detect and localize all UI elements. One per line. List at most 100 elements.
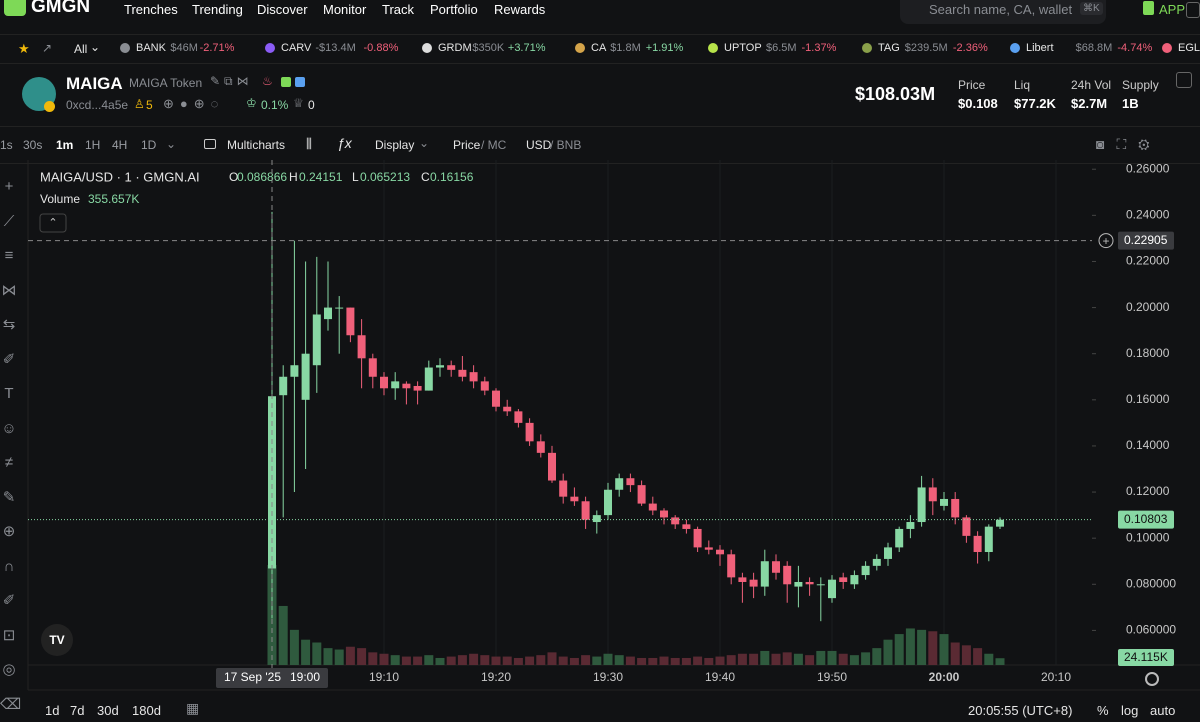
volume-bar	[413, 656, 423, 665]
candle-body	[940, 498, 948, 506]
candle-body	[648, 503, 657, 511]
crosshair-plus	[1098, 233, 1114, 249]
range[interactable]: 1d	[45, 703, 60, 718]
volume-bar	[558, 656, 568, 665]
volume-bar	[715, 656, 725, 665]
indicator-icon[interactable]: ƒx	[337, 135, 352, 151]
ticker-name[interactable]: GRDM	[438, 42, 472, 54]
interval[interactable]: 1m	[56, 138, 74, 152]
candle-body	[447, 365, 456, 370]
calendar-icon[interactable]: ▦	[186, 700, 200, 716]
menu-item[interactable]: Track	[382, 2, 415, 17]
social-icons[interactable]: ⊕●⊕◌	[163, 96, 225, 111]
mc-toggle[interactable]: / MC	[481, 138, 507, 152]
filter[interactable]: All	[74, 42, 88, 56]
volume-bar	[614, 655, 624, 665]
ticker-icon	[265, 43, 275, 53]
search-box[interactable]	[900, 0, 1106, 24]
interval[interactable]: 1s	[0, 138, 13, 152]
volume-title: Volume	[40, 192, 80, 206]
log-toggle[interactable]: log	[1121, 703, 1139, 718]
price-toggle[interactable]: Price	[453, 138, 481, 152]
candle-body	[514, 411, 523, 423]
candle-body	[828, 579, 836, 599]
interval[interactable]: 30s	[23, 138, 43, 152]
token-symbol: MAIGA	[66, 74, 123, 93]
chevron[interactable]: ⌄	[166, 137, 177, 151]
collapse-button[interactable]	[39, 213, 67, 233]
menu-item[interactable]: Trenches	[124, 2, 178, 17]
interval[interactable]: 4H	[112, 138, 128, 152]
menu-item[interactable]: Rewards	[494, 2, 546, 17]
menu-item[interactable]: Discover	[257, 2, 308, 17]
ticker-name[interactable]: CARV	[281, 42, 312, 54]
candle-body	[581, 501, 590, 520]
chart-icon[interactable]: ↗	[42, 41, 53, 55]
volume-bar	[961, 645, 971, 665]
candle-body	[895, 528, 904, 548]
ticker-name[interactable]: TAG	[878, 42, 900, 54]
tool-icons[interactable]: ◙⛶⚙	[1096, 136, 1162, 152]
range[interactable]: 7d	[70, 703, 85, 718]
last-volume-box	[1118, 649, 1174, 666]
ticker-name[interactable]: EGL1	[1178, 42, 1200, 54]
candle-body	[637, 485, 646, 504]
display[interactable]: Display	[375, 138, 415, 152]
ticker-name[interactable]: CA	[591, 42, 607, 54]
interval[interactable]: 1D	[141, 138, 157, 152]
candle-body	[917, 487, 926, 523]
ticker-name[interactable]: BANK	[136, 42, 166, 54]
usd-toggle[interactable]: USD	[526, 138, 552, 152]
volume-bar	[928, 631, 938, 665]
range[interactable]: 30d	[97, 703, 119, 718]
menu-item[interactable]: Portfolio	[430, 2, 478, 17]
volume-bar	[681, 657, 691, 665]
chevron: ⌄	[419, 136, 430, 150]
clock: 20:05:55 (UTC+8)	[968, 703, 1073, 718]
volume-bar	[345, 646, 355, 665]
token-percent: 0.1%	[261, 98, 289, 112]
interval[interactable]: 1H	[85, 138, 101, 152]
app-link[interactable]: APP	[1159, 2, 1186, 17]
star-icon[interactable]: ★	[18, 41, 30, 56]
hover-time-box	[216, 668, 328, 688]
tradingview-logo[interactable]	[41, 624, 73, 656]
volume-bar	[480, 655, 490, 665]
settings-icon[interactable]	[1145, 672, 1159, 686]
ticker-icon	[1010, 43, 1020, 53]
y-tick-label: 0.26000	[1126, 161, 1170, 175]
ticker-name[interactable]: Libert	[1026, 42, 1054, 54]
menu-item[interactable]: Monitor	[323, 2, 367, 17]
volume-bar	[502, 656, 512, 665]
token-actions[interactable]: ✎⧉⋈	[210, 74, 253, 88]
candle-body	[604, 489, 612, 516]
volume-bar	[726, 655, 736, 665]
candle-body	[525, 422, 534, 442]
stat-label: Liq	[1014, 78, 1031, 92]
ticker-name[interactable]: UPTOP	[724, 42, 762, 54]
x-tick-label: 20:00	[929, 670, 960, 684]
auto-toggle[interactable]: auto	[1150, 703, 1176, 718]
bnb-toggle[interactable]: / BNB	[550, 138, 582, 152]
stat-label: 24h Vol	[1071, 78, 1112, 92]
percent-toggle[interactable]: %	[1097, 703, 1109, 718]
x-tick-label: 19:10	[369, 670, 399, 684]
drawing-tools[interactable]: + ⟋ ≡ ⋈ ⇆ ✐ T ☺ ≠ ✎ ⊕ ∩ ✐ ⊡ ◎ ⌫	[0, 178, 22, 713]
stat-value: $77.2K	[1014, 96, 1056, 111]
icon[interactable]	[1176, 72, 1192, 88]
candle-body	[861, 565, 870, 576]
volume-bar	[883, 639, 893, 665]
ticker-value: $46M	[170, 42, 198, 54]
volume-bar	[894, 634, 904, 665]
range[interactable]: 180d	[132, 703, 161, 718]
multicharts[interactable]: Multicharts	[227, 138, 286, 152]
token-address[interactable]: 0xcd...4a5e	[66, 98, 129, 112]
hover-date: 17 Sep '25	[224, 670, 281, 684]
ticker-change: -0.88%	[363, 42, 399, 54]
logo[interactable]: GMGN	[31, 0, 91, 17]
menu-item[interactable]: Trending	[192, 2, 243, 17]
volume-label: 355.657K	[88, 192, 139, 206]
candle-icon[interactable]: ⫼	[306, 136, 312, 151]
